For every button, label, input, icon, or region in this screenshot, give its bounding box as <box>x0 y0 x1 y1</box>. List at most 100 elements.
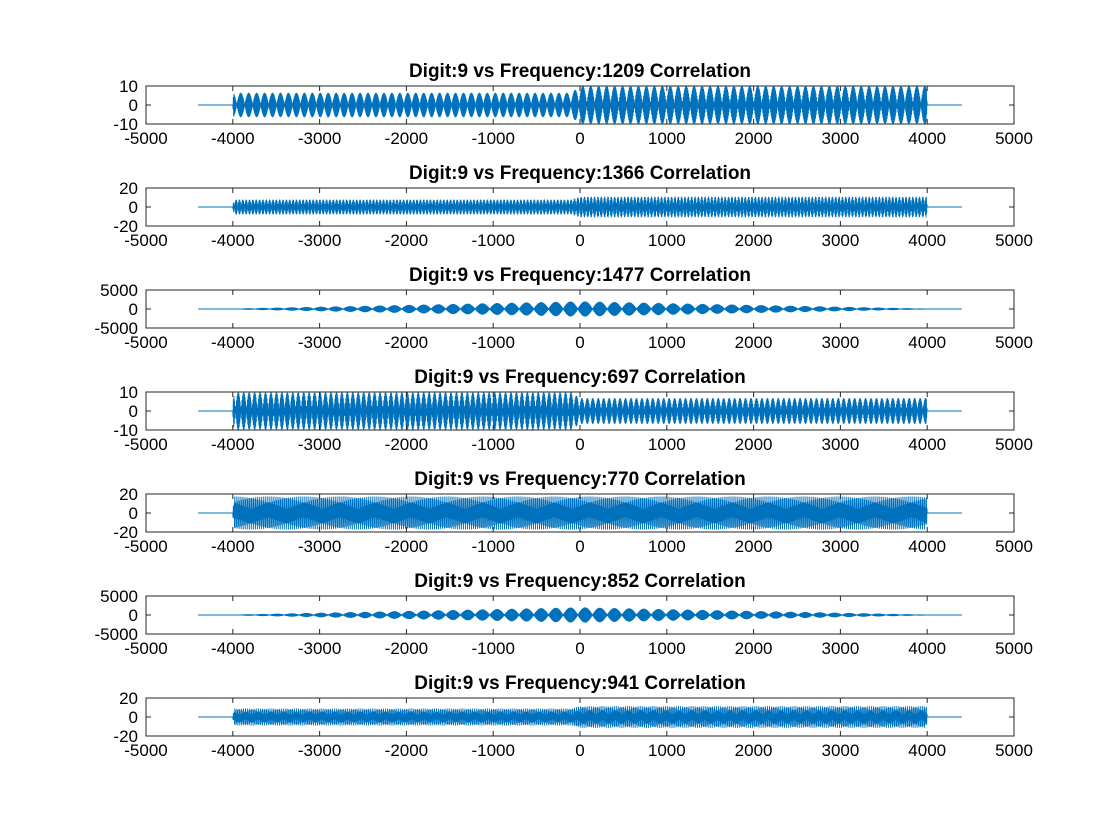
x-tick-label: -2000 <box>385 639 428 658</box>
x-tick-label: -3000 <box>298 435 341 454</box>
x-tick-label: -5000 <box>124 639 167 658</box>
series-signal <box>232 607 928 623</box>
x-tick-label: 2000 <box>735 129 773 148</box>
y-tick-label: 0 <box>129 198 138 217</box>
x-tick-label: 2000 <box>735 741 773 760</box>
x-tick-label: 0 <box>575 231 584 250</box>
subplot-6: Digit:9 vs Frequency:852 Correlation -500… <box>95 571 1033 658</box>
x-tick-label: 5000 <box>995 741 1033 760</box>
series-line <box>198 496 962 530</box>
x-tick-label: -1000 <box>471 333 514 352</box>
x-tick-label: 1000 <box>648 741 686 760</box>
x-tick-label: -2000 <box>385 129 428 148</box>
x-tick-label: 1000 <box>648 435 686 454</box>
subplot-title: Digit:9 vs Frequency:1477 Correlation <box>409 265 751 286</box>
x-tick-label: -4000 <box>211 231 254 250</box>
y-tick-label: -5000 <box>95 625 138 644</box>
subplot-title: Digit:9 vs Frequency:1366 Correlation <box>409 163 751 184</box>
series-signal <box>232 392 928 430</box>
x-tick-label: 1000 <box>648 639 686 658</box>
x-tick-label: -4000 <box>211 333 254 352</box>
series-line <box>198 607 962 623</box>
y-tick-label: 0 <box>129 708 138 727</box>
x-tick-label: 2000 <box>735 639 773 658</box>
x-tick-label: -3000 <box>298 741 341 760</box>
series-signal <box>232 301 928 317</box>
subplot-7: Digit:9 vs Frequency:941 Correlation -500… <box>113 673 1032 760</box>
x-tick-label: -5000 <box>124 231 167 250</box>
x-tick-label: -3000 <box>298 129 341 148</box>
x-tick-label: 2000 <box>735 333 773 352</box>
x-tick-label: 2000 <box>735 231 773 250</box>
x-tick-label: 5000 <box>995 537 1033 556</box>
y-tick-label: 20 <box>119 485 138 504</box>
x-tick-label: -5000 <box>124 333 167 352</box>
subplot-title: Digit:9 vs Frequency:1209 Correlation <box>409 61 751 82</box>
x-tick-label: -4000 <box>211 129 254 148</box>
y-tick-label: 0 <box>129 606 138 625</box>
x-tick-label: 5000 <box>995 435 1033 454</box>
y-tick-label: -20 <box>113 217 138 236</box>
x-tick-label: 2000 <box>735 435 773 454</box>
x-tick-label: -2000 <box>385 333 428 352</box>
y-tick-label: 20 <box>119 179 138 198</box>
x-tick-label: 4000 <box>908 639 946 658</box>
subplot-2: Digit:9 vs Frequency:1366 Correlation -50… <box>113 163 1032 250</box>
y-tick-label: 0 <box>129 96 138 115</box>
x-tick-label: 4000 <box>908 435 946 454</box>
y-tick-label: -20 <box>113 523 138 542</box>
x-tick-label: -3000 <box>298 333 341 352</box>
subplot-title: Digit:9 vs Frequency:770 Correlation <box>414 469 746 490</box>
y-tick-label: 0 <box>129 402 138 421</box>
x-tick-label: 2000 <box>735 537 773 556</box>
y-tick-label: 0 <box>129 504 138 523</box>
series-line <box>198 196 962 218</box>
y-tick-label: 10 <box>119 77 138 96</box>
x-tick-label: 0 <box>575 537 584 556</box>
x-tick-label: -1000 <box>471 741 514 760</box>
x-tick-label: -2000 <box>385 741 428 760</box>
x-tick-label: 0 <box>575 129 584 148</box>
x-tick-label: 4000 <box>908 231 946 250</box>
x-tick-label: 3000 <box>821 129 859 148</box>
x-tick-label: -1000 <box>471 435 514 454</box>
subplot-title: Digit:9 vs Frequency:941 Correlation <box>414 673 746 694</box>
series-line <box>198 85 962 125</box>
x-tick-label: 1000 <box>648 537 686 556</box>
x-tick-label: -1000 <box>471 537 514 556</box>
x-tick-label: 3000 <box>821 639 859 658</box>
series-signal <box>232 706 928 728</box>
x-tick-label: 4000 <box>908 129 946 148</box>
subplot-title: Digit:9 vs Frequency:852 Correlation <box>414 571 746 592</box>
y-tick-label: 10 <box>119 383 138 402</box>
subplot-3: Digit:9 vs Frequency:1477 Correlation -50… <box>95 265 1033 352</box>
series-line <box>198 392 962 430</box>
x-tick-label: 3000 <box>821 333 859 352</box>
x-tick-label: 1000 <box>648 333 686 352</box>
x-tick-label: -3000 <box>298 231 341 250</box>
subplot-title: Digit:9 vs Frequency:697 Correlation <box>414 367 746 388</box>
series-line <box>198 301 962 317</box>
x-tick-label: -5000 <box>124 435 167 454</box>
x-tick-label: -3000 <box>298 639 341 658</box>
y-tick-label: 5000 <box>100 587 138 606</box>
x-tick-label: 3000 <box>821 741 859 760</box>
y-tick-label: 0 <box>129 300 138 319</box>
x-tick-label: -4000 <box>211 537 254 556</box>
y-tick-label: -5000 <box>95 319 138 338</box>
series-line <box>198 706 962 728</box>
x-tick-label: -2000 <box>385 537 428 556</box>
subplot-stack: Digit:9 vs Frequency:1209 Correlation -50… <box>95 61 1033 760</box>
series-signal <box>232 196 928 218</box>
x-tick-label: -1000 <box>471 129 514 148</box>
x-tick-label: -4000 <box>211 435 254 454</box>
x-tick-label: 0 <box>575 741 584 760</box>
y-tick-label: 20 <box>119 689 138 708</box>
subplot-5: Digit:9 vs Frequency:770 Correlation -500… <box>113 469 1032 556</box>
y-tick-label: -10 <box>113 421 138 440</box>
x-tick-label: 4000 <box>908 333 946 352</box>
series-signal <box>232 85 928 125</box>
subplot-4: Digit:9 vs Frequency:697 Correlation -500… <box>113 367 1032 454</box>
x-tick-label: 1000 <box>648 231 686 250</box>
